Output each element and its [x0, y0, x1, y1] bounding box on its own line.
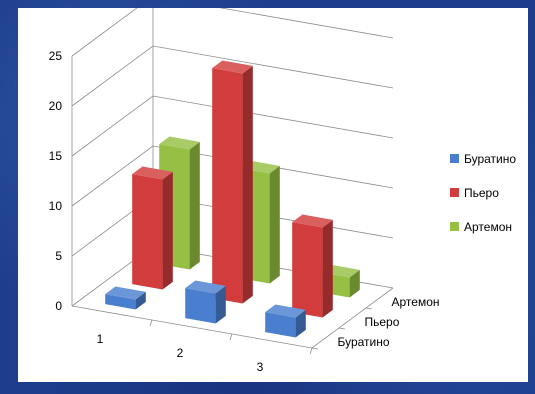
- z-tick-mark: [365, 307, 373, 310]
- bar-top: [185, 280, 226, 294]
- legend-label: Артемон: [464, 220, 512, 234]
- legend-label: Буратино: [464, 152, 516, 166]
- y-tick-label: 20: [49, 99, 63, 113]
- gridline-10: [71, 145, 394, 207]
- bar-side: [322, 219, 333, 318]
- y-tick-label: 10: [49, 199, 63, 213]
- bar-top: [159, 136, 200, 150]
- z-tick-label: Артемон: [392, 295, 440, 309]
- bar-top: [292, 214, 333, 228]
- bar-front: [105, 294, 136, 310]
- bar-front: [212, 68, 243, 304]
- y-tick-label: 5: [55, 249, 62, 263]
- x-tick-mark: [149, 319, 153, 327]
- bar-top: [132, 166, 173, 180]
- bar-Пьеро-3: [292, 214, 333, 318]
- x-tick-mark: [229, 333, 233, 341]
- y-tick-label: 0: [55, 299, 62, 313]
- y-tick-label: 25: [49, 49, 63, 63]
- z-tick-label: Пьеро: [365, 315, 400, 329]
- bar-front: [132, 174, 163, 290]
- bar-side: [295, 309, 306, 338]
- bar-side: [162, 171, 173, 290]
- legend-swatch: [450, 222, 459, 231]
- x-tick-label: 2: [177, 346, 184, 360]
- y-tick-label: 15: [49, 149, 63, 163]
- z-tick-mark: [338, 327, 346, 330]
- bar-side: [189, 141, 200, 270]
- bar-Пьеро-2: [212, 60, 253, 304]
- x-tick-label: 1: [97, 332, 104, 346]
- gridline-15: [71, 95, 394, 157]
- bar-side: [135, 291, 146, 310]
- bar-front: [185, 288, 216, 324]
- gridline-20: [71, 45, 394, 107]
- gridline-25: [71, 8, 394, 57]
- bar-side: [215, 285, 226, 324]
- bar-Буратино-2: [185, 280, 226, 324]
- bar-front: [265, 312, 296, 338]
- chart-panel: 0 5 10 15 20 25 1 2 3 Буратино Пьеро Артемон Бура…: [18, 8, 528, 382]
- bar-Буратино-3: [265, 304, 306, 338]
- bar-Буратино-1: [105, 286, 146, 310]
- bar-top: [212, 60, 253, 74]
- z-tick-mark: [311, 347, 319, 350]
- bar-side: [349, 269, 360, 298]
- z-tick-label: Буратино: [338, 335, 390, 349]
- bar-side: [242, 65, 253, 304]
- legend-label: Пьеро: [464, 186, 499, 200]
- x-tick-mark: [309, 347, 313, 355]
- x-tick-label: 3: [257, 360, 264, 374]
- bar-chart-3d: 0 5 10 15 20 25 1 2 3 Буратино Пьеро Артемон Бура…: [49, 8, 516, 374]
- bar-top: [265, 304, 306, 318]
- bar-Пьеро-1: [132, 166, 173, 290]
- bar-front: [292, 222, 323, 318]
- bar-top: [105, 286, 146, 300]
- bar-side: [269, 165, 280, 284]
- legend-swatch: [450, 154, 459, 163]
- legend-swatch: [450, 188, 459, 197]
